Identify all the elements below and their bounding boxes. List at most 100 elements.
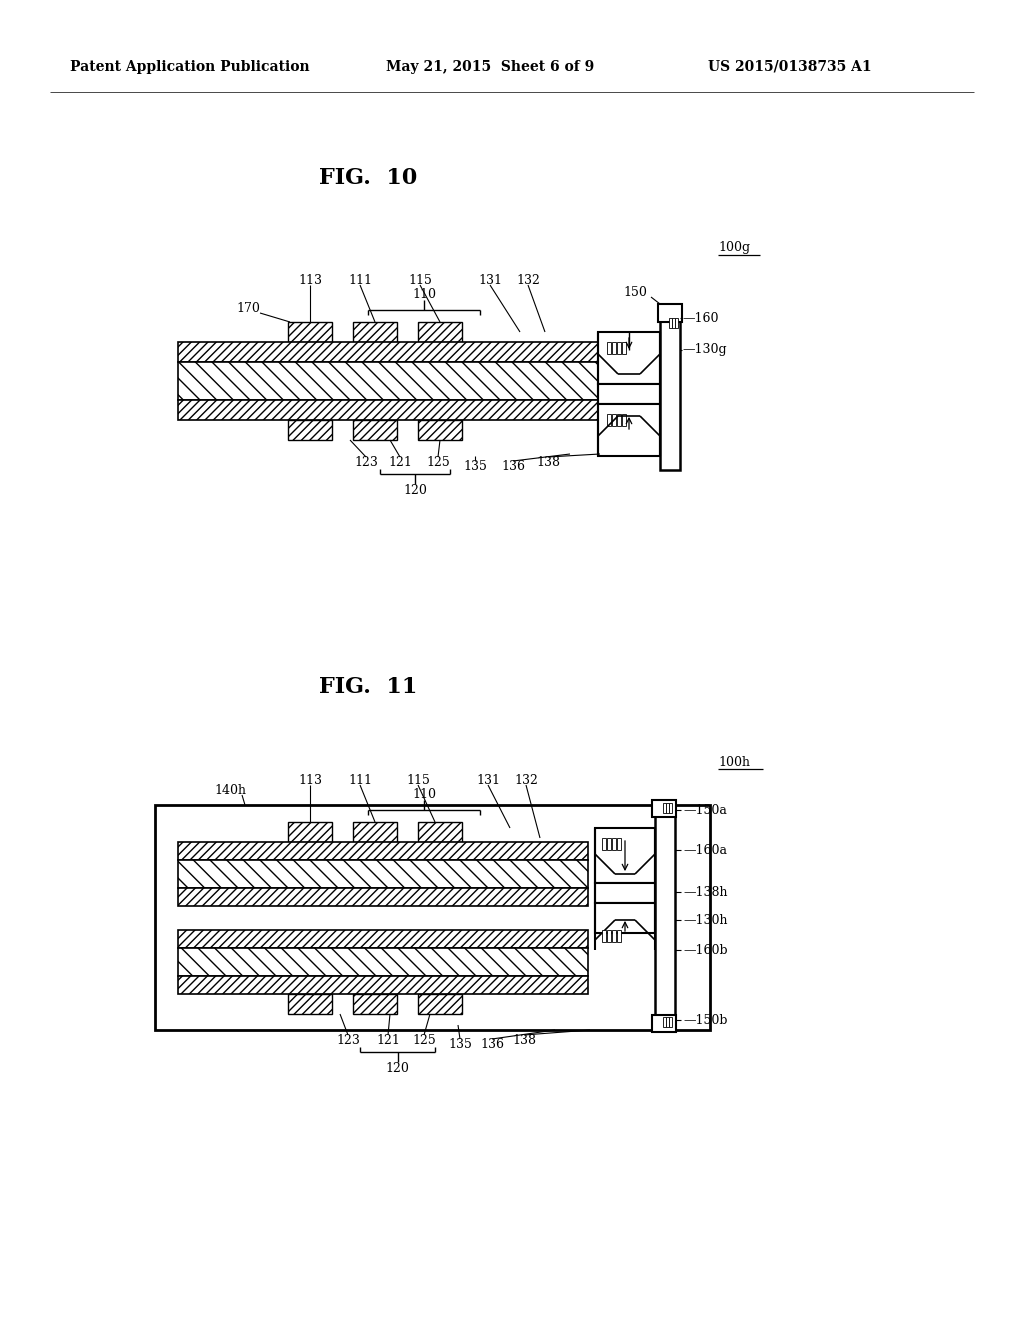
Bar — [658, 304, 682, 322]
Bar — [617, 931, 621, 942]
Bar — [617, 342, 621, 354]
Bar — [178, 842, 588, 861]
Bar — [612, 414, 616, 426]
Text: Patent Application Publication: Patent Application Publication — [71, 59, 310, 74]
Text: 131: 131 — [476, 774, 500, 787]
Text: 140h: 140h — [214, 784, 246, 796]
Bar — [598, 333, 660, 384]
Bar — [595, 828, 655, 883]
Text: May 21, 2015  Sheet 6 of 9: May 21, 2015 Sheet 6 of 9 — [386, 59, 594, 74]
Text: —130g: —130g — [682, 343, 727, 356]
Bar — [353, 994, 397, 1014]
Bar — [669, 318, 672, 327]
Text: FIG.  11: FIG. 11 — [318, 676, 417, 698]
Bar — [669, 803, 672, 813]
Text: —160a: —160a — [683, 843, 727, 857]
Text: 113: 113 — [298, 273, 322, 286]
Text: —160b: —160b — [683, 944, 728, 957]
Text: 121: 121 — [376, 1034, 400, 1047]
Text: —150a: —150a — [683, 804, 727, 817]
Bar — [666, 803, 669, 813]
Bar — [595, 883, 655, 903]
Text: 123: 123 — [354, 455, 378, 469]
Text: 131: 131 — [478, 273, 502, 286]
Bar — [288, 994, 332, 1014]
Bar — [612, 342, 616, 354]
Bar — [178, 861, 588, 888]
Bar — [288, 322, 332, 342]
Bar — [612, 931, 616, 942]
Bar — [155, 805, 710, 1030]
Text: 138: 138 — [536, 455, 560, 469]
Text: 170: 170 — [237, 301, 260, 314]
Text: US 2015/0138735 A1: US 2015/0138735 A1 — [709, 59, 871, 74]
Bar — [602, 838, 606, 850]
Bar — [666, 1016, 669, 1027]
Bar — [178, 400, 608, 420]
Bar — [598, 384, 660, 404]
Text: 100g: 100g — [718, 242, 751, 255]
Bar — [663, 803, 666, 813]
Bar — [617, 414, 621, 426]
Bar — [652, 1015, 676, 1032]
Text: 115: 115 — [408, 273, 432, 286]
Bar — [178, 931, 588, 948]
Text: 115: 115 — [407, 774, 430, 787]
Bar — [675, 318, 678, 327]
Bar — [353, 322, 397, 342]
Text: —150b: —150b — [683, 1014, 727, 1027]
Bar — [607, 838, 611, 850]
Text: 111: 111 — [348, 273, 372, 286]
Text: 110: 110 — [412, 788, 436, 800]
Text: 110: 110 — [412, 288, 436, 301]
Bar — [607, 414, 611, 426]
Text: 135: 135 — [449, 1038, 472, 1051]
Text: —138h: —138h — [683, 886, 727, 899]
Bar — [418, 420, 462, 440]
Bar — [353, 822, 397, 842]
Bar — [598, 404, 660, 455]
Bar — [595, 903, 655, 933]
Text: 136: 136 — [480, 1038, 504, 1051]
Text: —160: —160 — [682, 312, 719, 325]
Text: 121: 121 — [388, 455, 412, 469]
Bar — [602, 931, 606, 942]
Text: 135: 135 — [463, 459, 487, 473]
Bar — [672, 318, 675, 327]
Text: 132: 132 — [514, 774, 538, 787]
Bar — [607, 342, 611, 354]
Text: 120: 120 — [386, 1061, 410, 1074]
Text: 125: 125 — [426, 455, 450, 469]
Bar — [288, 822, 332, 842]
Bar — [655, 814, 675, 1026]
Text: 125: 125 — [412, 1034, 436, 1047]
Text: 120: 120 — [403, 483, 427, 496]
Text: —130h: —130h — [683, 913, 727, 927]
Bar — [178, 362, 608, 400]
Bar — [178, 888, 588, 906]
Bar — [418, 322, 462, 342]
Text: 111: 111 — [348, 774, 372, 787]
Bar — [669, 1016, 672, 1027]
Bar — [652, 800, 676, 817]
Text: 123: 123 — [336, 1034, 360, 1047]
Bar — [288, 420, 332, 440]
Bar — [418, 994, 462, 1014]
Text: 150: 150 — [623, 285, 647, 298]
Bar — [178, 948, 588, 975]
Bar — [663, 1016, 666, 1027]
Bar — [617, 838, 621, 850]
Text: 138: 138 — [512, 1034, 536, 1047]
Bar — [622, 414, 626, 426]
Bar — [612, 838, 616, 850]
Text: FIG.  10: FIG. 10 — [318, 168, 417, 189]
Text: 136: 136 — [501, 459, 525, 473]
Bar — [660, 319, 680, 470]
Text: 113: 113 — [298, 774, 322, 787]
Bar — [178, 975, 588, 994]
Bar — [622, 342, 626, 354]
Bar — [607, 931, 611, 942]
Text: 132: 132 — [516, 273, 540, 286]
Bar — [418, 822, 462, 842]
Text: 100h: 100h — [718, 755, 750, 768]
